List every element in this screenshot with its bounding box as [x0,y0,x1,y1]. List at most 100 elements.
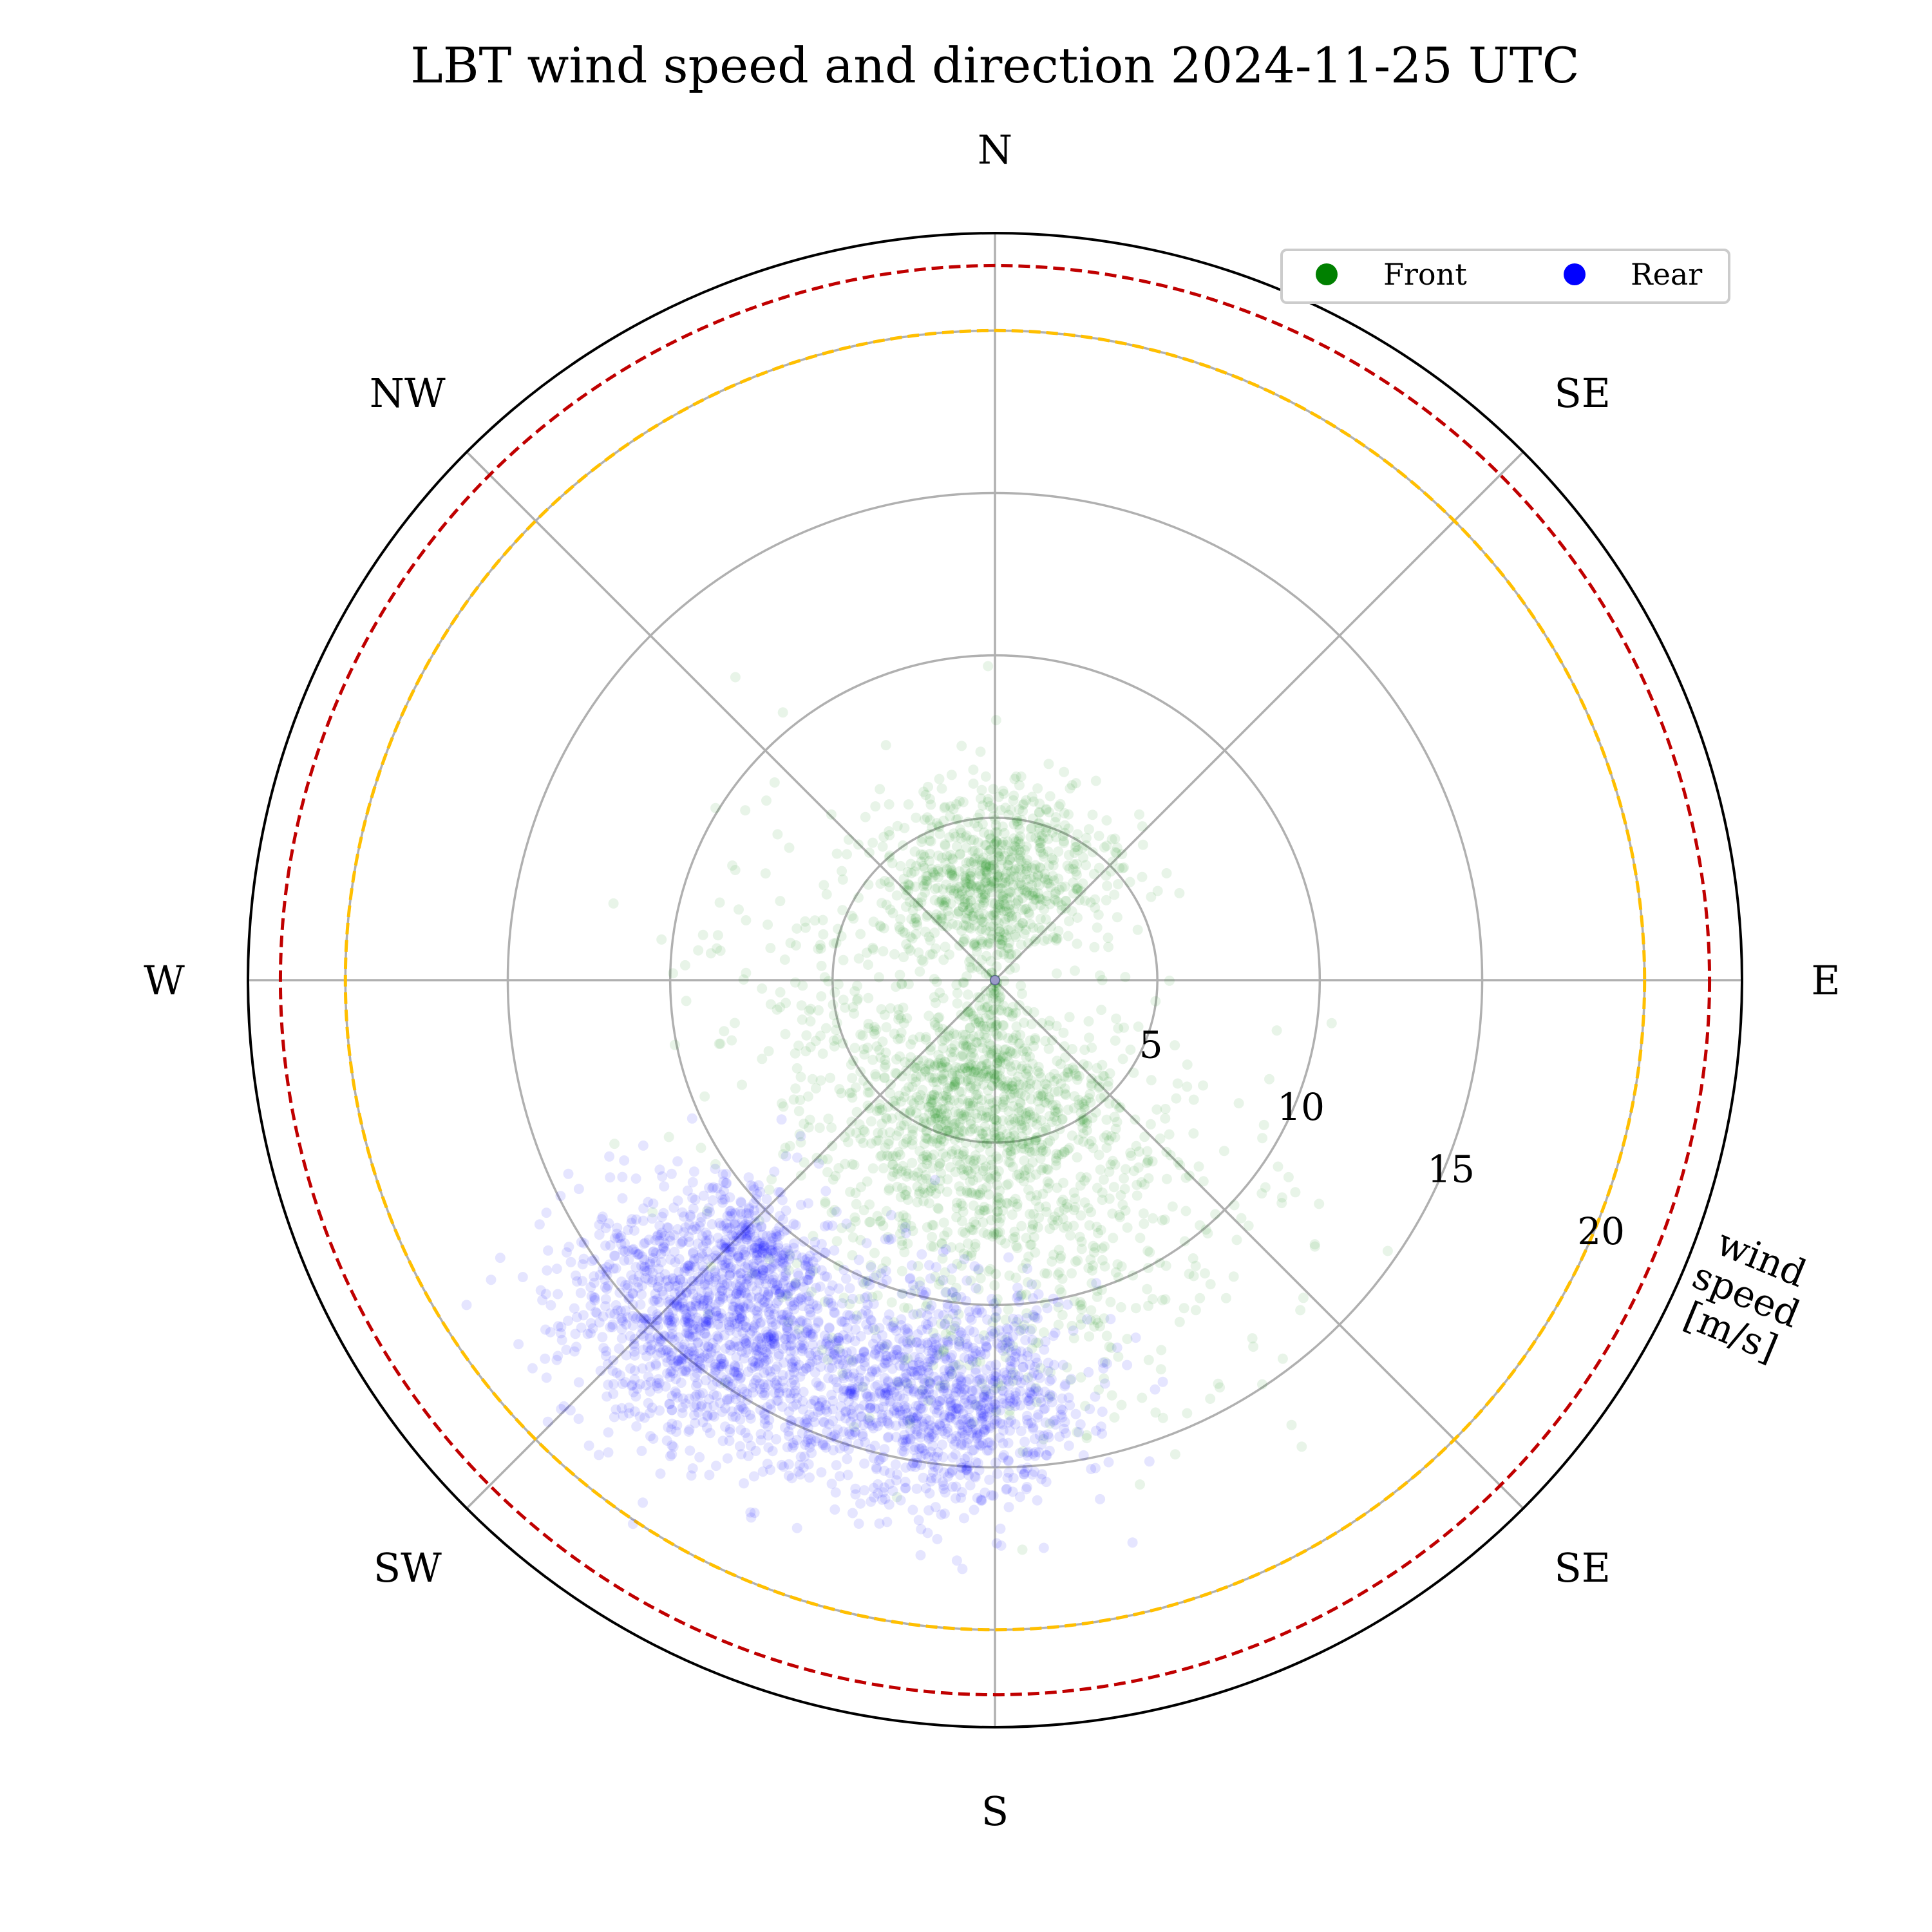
point-front [837,866,848,876]
point-front [1070,842,1081,853]
point-front [1063,823,1074,834]
point-front [1011,911,1021,922]
point-front [974,1189,985,1200]
point-front [884,876,895,887]
point-front [981,1002,992,1013]
point-rear [1011,1293,1022,1303]
point-front [1054,801,1065,812]
point-rear [605,1172,616,1183]
point-front [1021,1111,1032,1121]
point-rear [969,1504,980,1515]
point-front [976,954,987,965]
point-front [913,900,923,911]
point-front [864,1199,875,1210]
point-front [991,837,1002,848]
point-front [864,848,875,858]
point-rear [1040,1336,1051,1347]
point-rear [551,1354,562,1365]
point-front [1021,904,1032,914]
point-front [1036,894,1047,905]
point-front [977,1043,988,1054]
point-rear [961,1275,972,1286]
point-rear [1062,1299,1073,1310]
point-front [918,860,929,871]
point-rear [820,1186,831,1197]
point-front [817,1048,828,1059]
point-front [880,740,891,751]
point-rear [1130,1332,1141,1343]
point-rear [913,1366,923,1377]
point-rear [673,1267,684,1277]
point-front [933,820,944,831]
point-front [1099,842,1110,853]
point-front [818,929,829,940]
point-front [1188,1128,1199,1139]
point-front [1036,846,1046,857]
point-front [938,1148,949,1159]
point-front [828,938,839,949]
point-front [1382,1245,1393,1256]
point-front [1072,1074,1083,1085]
point-front [1053,846,1064,857]
point-front [933,1123,943,1134]
point-front [968,778,979,789]
point-rear [535,1285,546,1296]
point-front [1052,1074,1063,1084]
point-front [900,902,911,912]
point-front [980,890,990,901]
point-front [956,741,967,752]
point-front [1037,925,1048,936]
point-rear [1068,1325,1079,1336]
point-front [981,1138,992,1149]
point-front [972,821,983,832]
point-front [965,902,976,913]
point-rear [861,1238,872,1249]
point-front [1006,866,1016,877]
point-rear [667,1405,677,1416]
point-front [986,887,997,898]
point-front [954,894,965,905]
point-front [879,1073,890,1084]
point-rear [990,1312,1001,1323]
point-front [878,1163,889,1173]
point-front [1034,807,1045,817]
point-front [980,1002,990,1013]
point-front [927,949,938,960]
point-front [1023,1065,1034,1076]
point-front [1048,932,1059,943]
point-front [1064,916,1074,927]
point-front [940,840,951,851]
point-front [934,1027,945,1037]
point-front [957,1200,968,1211]
point-front [953,1132,964,1142]
point-front [1233,1098,1244,1109]
point-front [1053,925,1064,936]
point-front [981,1182,992,1193]
point-rear [650,1360,661,1371]
point-front [999,1083,1010,1094]
point-front [730,865,741,875]
point-front [1143,1300,1154,1311]
point-front [951,1144,961,1155]
point-front [1078,852,1089,863]
point-front [995,883,1006,893]
point-rear [960,1414,971,1425]
point-front [1010,931,1021,942]
point-front [974,900,985,910]
point-front [846,911,857,922]
point-front [1072,829,1083,840]
point-front [929,1090,940,1101]
point-rear [654,1276,665,1287]
point-rear [630,1262,641,1273]
point-front [1030,1033,1041,1044]
point-rear [1105,1314,1116,1325]
point-front [1157,1412,1168,1423]
point-front [901,1185,912,1196]
point-front [1074,895,1085,905]
point-rear [884,1499,895,1510]
point-front [889,949,900,960]
point-front [869,1026,880,1037]
point-front [779,954,790,965]
point-front [963,905,974,916]
point-front [936,913,947,923]
